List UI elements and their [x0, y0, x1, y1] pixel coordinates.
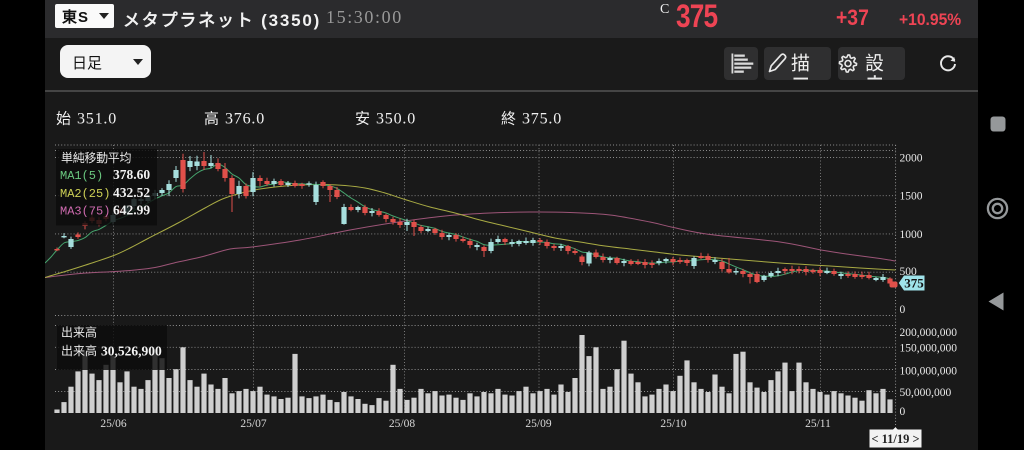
svg-text:25/06: 25/06	[100, 418, 126, 430]
svg-text:1000: 1000	[900, 229, 923, 241]
svg-text:642.99: 642.99	[113, 203, 150, 218]
svg-text:0: 0	[900, 304, 906, 316]
svg-text:MA3(75): MA3(75)	[60, 205, 110, 219]
svg-text:351.0: 351.0	[77, 111, 117, 128]
svg-text:設: 設	[865, 53, 884, 75]
svg-text:500: 500	[900, 266, 918, 278]
svg-text:出来高: 出来高	[61, 325, 97, 340]
svg-text:30,526,900: 30,526,900	[101, 344, 162, 359]
svg-text:出来高: 出来高	[61, 343, 97, 358]
svg-text:200,000,000: 200,000,000	[900, 327, 958, 339]
svg-text:25/10: 25/10	[660, 418, 686, 430]
svg-text:25/07: 25/07	[240, 418, 266, 430]
svg-text:25/11: 25/11	[805, 418, 831, 430]
svg-text:2000: 2000	[900, 153, 923, 165]
svg-text:始: 始	[56, 111, 71, 128]
svg-text:378.60: 378.60	[113, 167, 150, 182]
svg-text:50,000,000: 50,000,000	[900, 387, 952, 399]
svg-text:150,000,000: 150,000,000	[900, 342, 958, 354]
svg-text:375.0: 375.0	[522, 111, 562, 128]
svg-text:350.0: 350.0	[376, 111, 416, 128]
svg-text:432.52: 432.52	[113, 185, 150, 200]
svg-text:終: 終	[501, 111, 516, 128]
svg-text:100,000,000: 100,000,000	[900, 366, 958, 378]
svg-text:高: 高	[204, 111, 219, 128]
svg-text:0: 0	[900, 406, 906, 418]
svg-text:単純移動平均: 単純移動平均	[61, 151, 132, 165]
svg-text:25/08: 25/08	[389, 418, 415, 430]
svg-text:1500: 1500	[900, 191, 923, 203]
svg-text:安: 安	[355, 111, 370, 128]
svg-text:376.0: 376.0	[225, 111, 265, 128]
svg-text:25/09: 25/09	[525, 418, 551, 430]
svg-text:< 11/19 >: < 11/19 >	[871, 432, 919, 446]
svg-text:375: 375	[904, 276, 924, 291]
svg-text:MA2(25): MA2(25)	[60, 187, 110, 201]
svg-text:MA1(5): MA1(5)	[60, 169, 103, 183]
svg-text:描: 描	[791, 53, 810, 75]
